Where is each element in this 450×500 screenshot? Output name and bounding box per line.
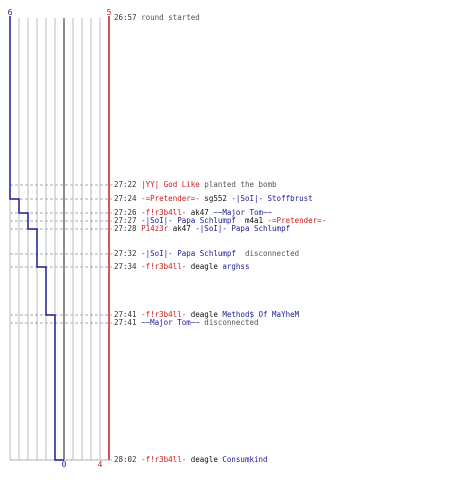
event-time: 27:26 <box>114 208 142 217</box>
event-text: -=Pretender=- <box>141 194 200 203</box>
event-time: 27:22 <box>114 180 142 189</box>
event-text: sg552 <box>199 194 232 203</box>
event-time: 26:57 <box>114 13 142 22</box>
event-text: |YY| God Like <box>141 180 200 189</box>
event-text: deagle <box>186 310 223 319</box>
event-time: 27:41 <box>114 318 142 327</box>
event-time: 27:27 <box>114 216 142 225</box>
event-row: 27:32 -|SoI|- Papa Schlumpf disconnected <box>114 249 299 258</box>
event-text: -|SoI|- Papa Schlumpf <box>195 224 291 233</box>
red-start-count: 5 <box>107 8 112 17</box>
event-text: ak47 <box>186 208 214 217</box>
event-time: 27:32 <box>114 249 142 258</box>
event-text: Consumkind <box>222 455 268 464</box>
event-row: 27:24 -=Pretender=- sg552 -|SoI|- Stoffb… <box>114 194 313 203</box>
event-row: 26:57 round started <box>114 13 200 22</box>
event-text: ~~Major Tom~~ <box>213 208 273 217</box>
event-guide-lines <box>10 184 112 461</box>
event-text: -f!r3b4ll- <box>141 455 187 464</box>
event-text: P14z3r <box>141 224 169 233</box>
event-time: 27:34 <box>114 262 142 271</box>
event-time: 27:41 <box>114 310 142 319</box>
event-text: disconnected <box>235 249 300 258</box>
blue-team-line <box>9 16 64 461</box>
event-time: 28:02 <box>114 455 142 464</box>
event-row: 27:41 ~~Major Tom~~ disconnected <box>114 318 259 327</box>
event-text: Method$ Of MaYheM <box>222 310 300 319</box>
event-time: 27:28 <box>114 224 142 233</box>
event-row: 27:28 P14z3r ak47 -|SoI|- Papa Schlumpf <box>114 224 290 233</box>
event-text: planted the bomb <box>199 180 277 189</box>
grid-lines <box>9 18 110 461</box>
event-text: round started <box>141 13 200 22</box>
event-text: deagle <box>186 262 223 271</box>
event-text: -f!r3b4ll- <box>141 262 187 271</box>
event-text: -f!r3b4ll- <box>141 310 187 319</box>
event-text: -f!r3b4ll- <box>141 208 187 217</box>
event-text: -|SoI|- Papa Schlumpf <box>141 249 236 258</box>
event-row: 27:22 |YY| God Like planted the bomb <box>114 180 277 189</box>
blue-start-count: 6 <box>8 8 13 17</box>
event-text: m4a1 <box>235 216 268 225</box>
event-text: deagle <box>186 455 223 464</box>
event-text: -=Pretender=- <box>267 216 327 225</box>
event-text: -|SoI|- Papa Schlumpf <box>141 216 236 225</box>
event-row: 27:27 -|SoI|- Papa Schlumpf m4a1 -=Prete… <box>114 216 326 225</box>
player-count-lines <box>9 16 110 461</box>
event-row: 27:34 -f!r3b4ll- deagle arghss <box>114 262 249 271</box>
red-end-count: 4 <box>98 460 103 469</box>
blue-end-count: 0 <box>62 460 67 469</box>
event-time: 27:24 <box>114 194 142 203</box>
event-text: ak47 <box>168 224 196 233</box>
event-row: 28:02 -f!r3b4ll- deagle Consumkind <box>114 455 268 464</box>
event-row: 27:26 -f!r3b4ll- ak47 ~~Major Tom~~ <box>114 208 272 217</box>
event-text: -|SoI|- Stoffbrust <box>231 194 313 203</box>
event-text: ~~Major Tom~~ <box>141 318 200 327</box>
event-text: arghss <box>222 262 250 271</box>
event-row: 27:41 -f!r3b4ll- deagle Method$ Of MaYhe… <box>114 310 299 319</box>
event-text: disconnected <box>199 318 259 327</box>
